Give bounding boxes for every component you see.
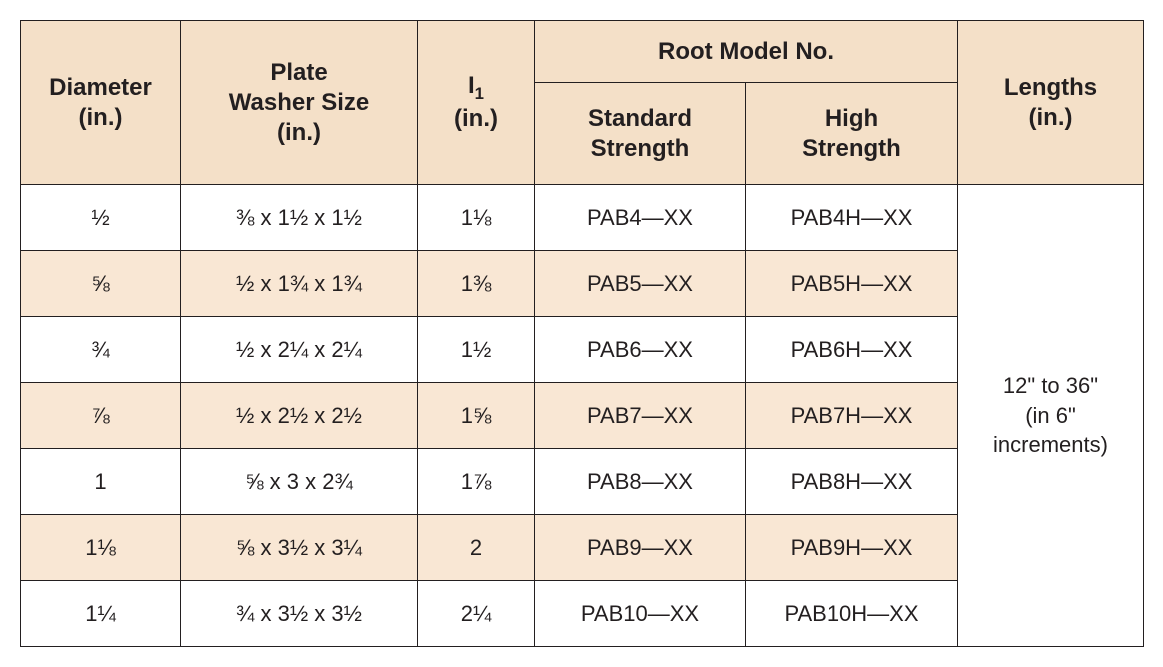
cell-diameter: 1⅛ bbox=[21, 515, 181, 581]
cell-plate: ⅝ x 3½ x 3¼ bbox=[181, 515, 418, 581]
cell-std: PAB7—XX bbox=[535, 383, 746, 449]
table-row: ½⅜ x 1½ x 1½1⅛PAB4—XXPAB4H—XX12" to 36"(… bbox=[21, 185, 1144, 251]
cell-diameter: ½ bbox=[21, 185, 181, 251]
col-std-label: StandardStrength bbox=[588, 105, 692, 162]
col-root: Root Model No. bbox=[535, 21, 958, 83]
cell-high: PAB6H—XX bbox=[746, 317, 958, 383]
col-high: HighStrength bbox=[746, 83, 958, 185]
cell-diameter: 1¼ bbox=[21, 581, 181, 647]
col-lengths-label: Lengths(in.) bbox=[1004, 74, 1097, 131]
col-i1-pre: I bbox=[468, 72, 475, 99]
cell-std: PAB6—XX bbox=[535, 317, 746, 383]
cell-std: PAB9—XX bbox=[535, 515, 746, 581]
cell-std: PAB10—XX bbox=[535, 581, 746, 647]
col-i1-post: (in.) bbox=[454, 105, 498, 132]
cell-high: PAB10H—XX bbox=[746, 581, 958, 647]
cell-plate: ⅜ x 1½ x 1½ bbox=[181, 185, 418, 251]
cell-high: PAB4H—XX bbox=[746, 185, 958, 251]
col-std: StandardStrength bbox=[535, 83, 746, 185]
col-diameter: Diameter(in.) bbox=[21, 21, 181, 185]
col-high-label: HighStrength bbox=[802, 105, 901, 162]
cell-lengths: 12" to 36"(in 6"increments) bbox=[958, 185, 1144, 647]
cell-std: PAB4—XX bbox=[535, 185, 746, 251]
cell-high: PAB8H—XX bbox=[746, 449, 958, 515]
cell-plate: ½ x 2½ x 2½ bbox=[181, 383, 418, 449]
cell-plate: ½ x 2¼ x 2¼ bbox=[181, 317, 418, 383]
cell-diameter: ⅞ bbox=[21, 383, 181, 449]
cell-i1: 1⅛ bbox=[418, 185, 535, 251]
table-body: ½⅜ x 1½ x 1½1⅛PAB4—XXPAB4H—XX12" to 36"(… bbox=[21, 185, 1144, 647]
cell-plate: ¾ x 3½ x 3½ bbox=[181, 581, 418, 647]
cell-i1: 1½ bbox=[418, 317, 535, 383]
cell-std: PAB8—XX bbox=[535, 449, 746, 515]
anchor-bolt-table: Diameter(in.) PlateWasher Size(in.) I1(i… bbox=[20, 20, 1144, 647]
cell-high: PAB7H—XX bbox=[746, 383, 958, 449]
col-i1: I1 (in.) bbox=[418, 21, 535, 185]
cell-i1: 1⅜ bbox=[418, 251, 535, 317]
cell-i1: 2¼ bbox=[418, 581, 535, 647]
cell-plate: ⅝ x 3 x 2¾ bbox=[181, 449, 418, 515]
cell-high: PAB5H—XX bbox=[746, 251, 958, 317]
cell-diameter: 1 bbox=[21, 449, 181, 515]
cell-i1: 1⅞ bbox=[418, 449, 535, 515]
col-root-label: Root Model No. bbox=[658, 38, 834, 65]
cell-i1: 1⅝ bbox=[418, 383, 535, 449]
col-diameter-label: Diameter(in.) bbox=[49, 74, 152, 131]
cell-plate: ½ x 1¾ x 1¾ bbox=[181, 251, 418, 317]
col-plate: PlateWasher Size(in.) bbox=[181, 21, 418, 185]
col-i1-sub: 1 bbox=[475, 83, 484, 102]
col-lengths: Lengths(in.) bbox=[958, 21, 1144, 185]
cell-i1: 2 bbox=[418, 515, 535, 581]
col-plate-label: PlateWasher Size(in.) bbox=[229, 59, 370, 146]
cell-high: PAB9H—XX bbox=[746, 515, 958, 581]
cell-diameter: ¾ bbox=[21, 317, 181, 383]
cell-std: PAB5—XX bbox=[535, 251, 746, 317]
table-header: Diameter(in.) PlateWasher Size(in.) I1 (i… bbox=[21, 21, 1144, 185]
cell-diameter: ⅝ bbox=[21, 251, 181, 317]
